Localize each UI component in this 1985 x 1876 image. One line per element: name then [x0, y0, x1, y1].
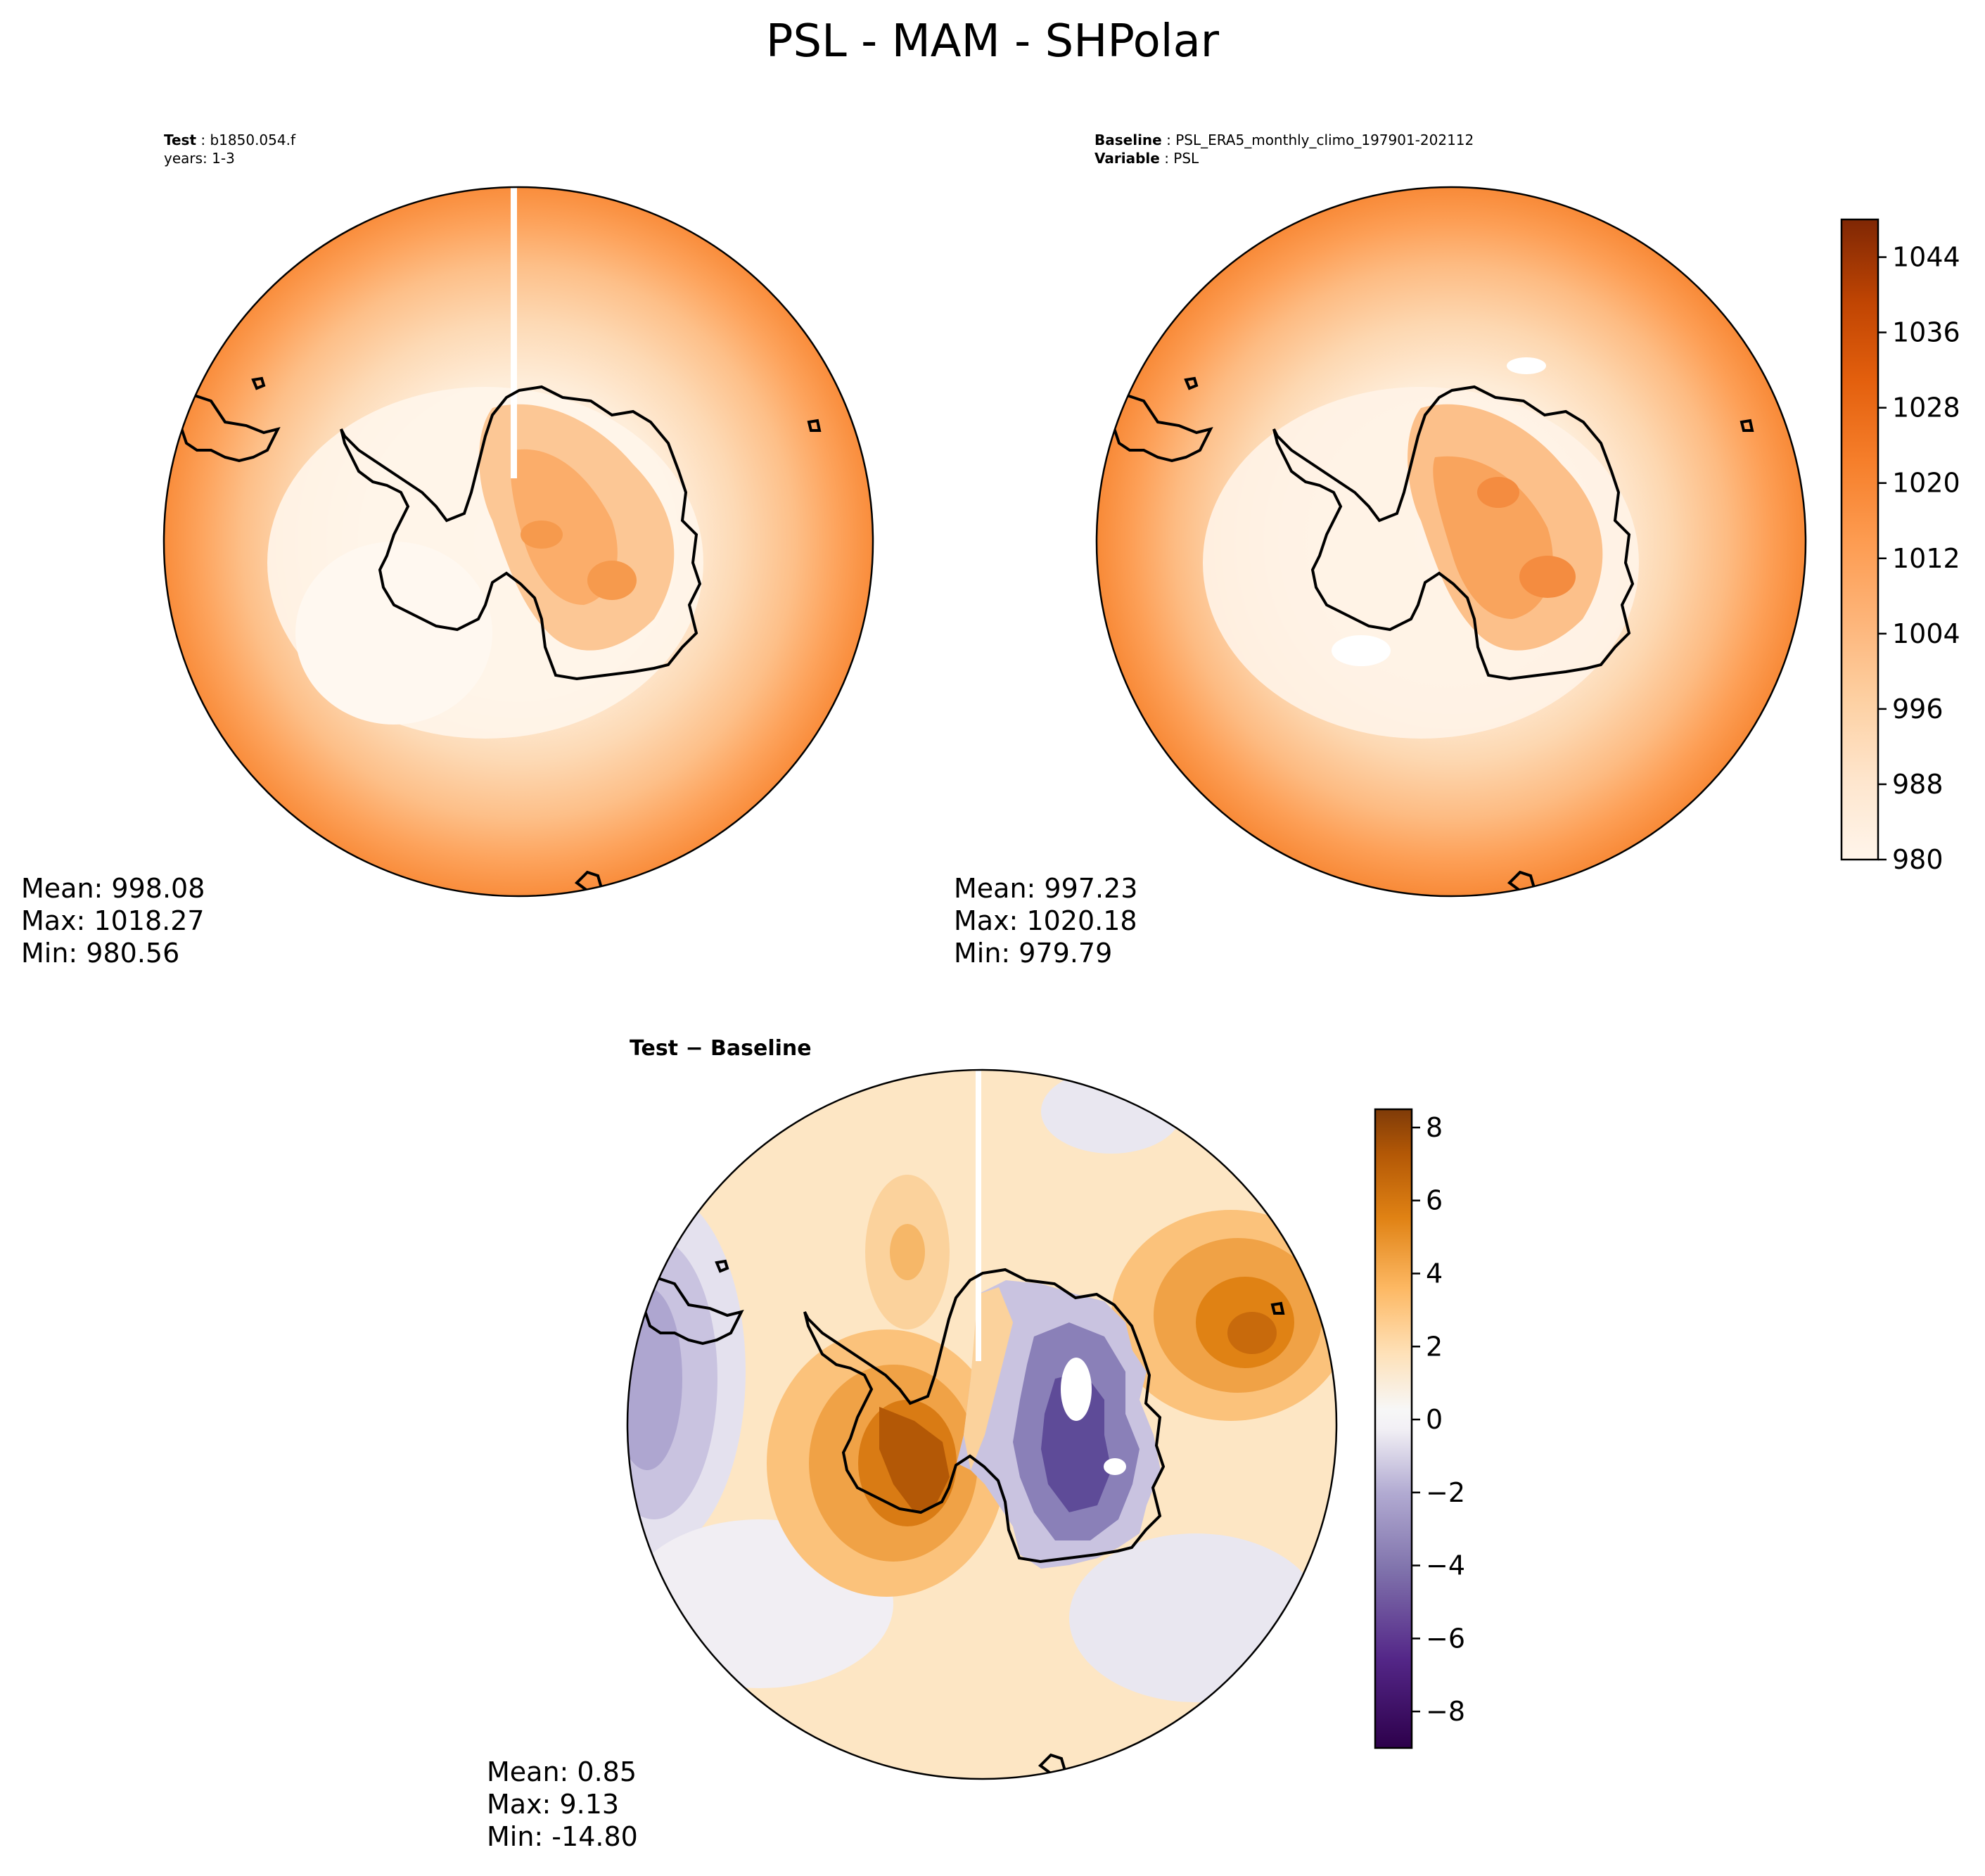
colorbar-diff-tick-label: 6 [1426, 1185, 1443, 1216]
panel-test-label-value: b1850.054.f [210, 132, 295, 148]
colorbar-main: 980 988 996 1004 1012 1020 1028 1036 1044 [1840, 218, 1960, 875]
colorbar-main-tick-label: 996 [1892, 694, 1943, 725]
colorbar-main-ticks: 980 988 996 1004 1012 1020 1028 1036 1044 [1878, 242, 1960, 875]
panel-baseline-mean: Mean: 997.23 [954, 873, 1137, 904]
colorbar-diff-tick-label: −6 [1426, 1623, 1465, 1654]
colorbar-main-tick-label: 1020 [1892, 468, 1960, 499]
colorbar-main-tick-label: 1012 [1892, 543, 1960, 574]
panel-baseline-label-value: PSL_ERA5_monthly_climo_197901-202112 [1175, 132, 1474, 148]
panel-baseline-label: Baseline : PSL_ERA5_monthly_climo_197901… [1094, 132, 1474, 148]
panel-baseline-variable: Variable : PSL [1094, 150, 1199, 167]
colorbar-diff-ticks: −8 −6 −4 −2 0 2 4 6 8 [1412, 1112, 1465, 1727]
panel-diff-min: Min: -14.80 [487, 1821, 638, 1852]
panel-diff-mean: Mean: 0.85 [487, 1756, 637, 1787]
panel-test-mean: Mean: 998.08 [21, 873, 205, 904]
panel-test-sublabel: years: 1-3 [164, 150, 235, 167]
map-baseline-boundary [1095, 186, 1807, 898]
colorbar-main-tick-label: 988 [1892, 769, 1943, 800]
colorbar-diff-tick-label: −4 [1426, 1550, 1465, 1581]
colorbar-diff-tick-label: 4 [1426, 1258, 1443, 1289]
colorbar-diff-tick-label: 0 [1426, 1404, 1443, 1435]
colorbar-main-tick-label: 1028 [1892, 393, 1960, 423]
colorbar-diff-tick-label: 8 [1426, 1112, 1443, 1143]
panel-test-max: Max: 1018.27 [21, 905, 205, 936]
colorbar-diff-bar [1374, 1108, 1413, 1749]
colorbar-diff: −8 −6 −4 −2 0 2 4 6 8 [1374, 1108, 1465, 1749]
colorbar-main-tick-label: 1004 [1892, 618, 1960, 649]
panel-baseline: Baseline : PSL_ERA5_monthly_climo_197901… [954, 132, 1807, 969]
panel-test-label-key: Test [164, 132, 196, 148]
colorbar-main-tick-label: 1044 [1892, 242, 1960, 273]
panel-test: Test : b1850.054.f years: 1-3 Mean [21, 132, 874, 969]
panel-diff: Test − Baseline [487, 1036, 1338, 1852]
panel-diff-label: Test − Baseline [630, 1036, 812, 1061]
panel-diff-max: Max: 9.13 [487, 1789, 619, 1820]
panel-baseline-min: Min: 979.79 [954, 938, 1112, 969]
map-test [164, 187, 873, 896]
map-diff [627, 1070, 1336, 1779]
colorbar-main-bar [1840, 218, 1879, 861]
colorbar-diff-tick-label: −2 [1426, 1477, 1465, 1508]
colorbar-main-tick-label: 1036 [1892, 317, 1960, 348]
colorbar-diff-tick-label: 2 [1426, 1331, 1443, 1362]
panel-baseline-variable-key: Variable [1094, 150, 1160, 167]
panel-test-min: Min: 980.56 [21, 938, 179, 969]
map-diff-boundary [626, 1068, 1338, 1780]
panel-test-label: Test : b1850.054.f [164, 132, 296, 148]
panel-baseline-label-key: Baseline [1094, 132, 1162, 148]
colorbar-diff-tick-label: −8 [1426, 1696, 1465, 1727]
colorbar-main-tick-label: 980 [1892, 844, 1943, 875]
panel-baseline-max: Max: 1020.18 [954, 905, 1137, 936]
panel-baseline-variable-value: PSL [1173, 150, 1199, 167]
map-baseline [1097, 187, 1806, 896]
map-test-boundary [162, 186, 874, 898]
figure-title: PSL - MAM - SHPolar [766, 15, 1220, 68]
